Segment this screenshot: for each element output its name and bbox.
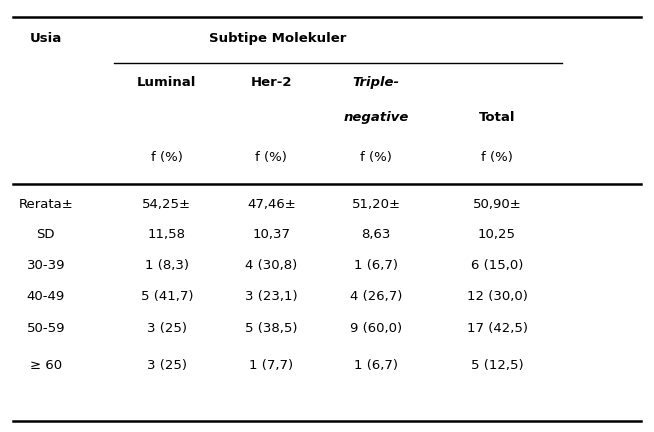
Text: 5 (12,5): 5 (12,5)	[471, 359, 523, 372]
Text: 51,20±: 51,20±	[352, 198, 400, 211]
Text: 50-59: 50-59	[27, 322, 65, 335]
Text: 3 (23,1): 3 (23,1)	[245, 290, 298, 303]
Text: Usia: Usia	[29, 32, 62, 44]
Text: SD: SD	[37, 228, 55, 241]
Text: 50,90±: 50,90±	[473, 198, 521, 211]
Text: 11,58: 11,58	[148, 228, 186, 241]
Text: Total: Total	[479, 111, 515, 124]
Text: 10,25: 10,25	[478, 228, 516, 241]
Text: 10,37: 10,37	[252, 228, 290, 241]
Text: Triple-: Triple-	[353, 76, 400, 89]
Text: 4 (30,8): 4 (30,8)	[245, 259, 298, 272]
Text: 4 (26,7): 4 (26,7)	[350, 290, 402, 303]
Text: f (%): f (%)	[481, 151, 513, 164]
Text: ≥ 60: ≥ 60	[29, 359, 62, 372]
Text: f (%): f (%)	[256, 151, 287, 164]
Text: 1 (6,7): 1 (6,7)	[354, 259, 398, 272]
Text: 8,63: 8,63	[362, 228, 390, 241]
Text: 40-49: 40-49	[27, 290, 65, 303]
Text: 12 (30,0): 12 (30,0)	[466, 290, 528, 303]
Text: f (%): f (%)	[151, 151, 182, 164]
Text: 54,25±: 54,25±	[143, 198, 191, 211]
Text: 6 (15,0): 6 (15,0)	[471, 259, 523, 272]
Text: Luminal: Luminal	[137, 76, 196, 89]
Text: 1 (8,3): 1 (8,3)	[145, 259, 189, 272]
Text: 17 (42,5): 17 (42,5)	[466, 322, 528, 335]
Text: 47,46±: 47,46±	[247, 198, 296, 211]
Text: 1 (6,7): 1 (6,7)	[354, 359, 398, 372]
Text: 3 (25): 3 (25)	[146, 322, 187, 335]
Text: Subtipe Molekuler: Subtipe Molekuler	[209, 32, 347, 44]
Text: Her-2: Her-2	[250, 76, 292, 89]
Text: 5 (38,5): 5 (38,5)	[245, 322, 298, 335]
Text: 1 (7,7): 1 (7,7)	[249, 359, 294, 372]
Text: 3 (25): 3 (25)	[146, 359, 187, 372]
Text: Rerata±: Rerata±	[18, 198, 73, 211]
Text: 30-39: 30-39	[27, 259, 65, 272]
Text: f (%): f (%)	[360, 151, 392, 164]
Text: negative: negative	[343, 111, 409, 124]
Text: 9 (60,0): 9 (60,0)	[350, 322, 402, 335]
Text: 5 (41,7): 5 (41,7)	[141, 290, 193, 303]
